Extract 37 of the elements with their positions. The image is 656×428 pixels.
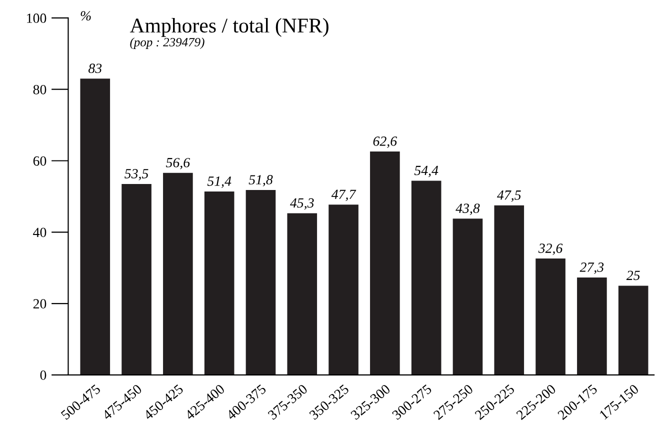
bar xyxy=(370,151,400,375)
bar xyxy=(80,78,110,375)
bar xyxy=(287,213,318,375)
bar xyxy=(536,258,566,375)
bar xyxy=(577,277,607,375)
bar xyxy=(246,190,276,375)
data-label: 47,7 xyxy=(331,190,356,202)
bar xyxy=(204,191,234,375)
bar xyxy=(411,180,442,375)
data-label: 53,5 xyxy=(124,169,148,180)
data-label: 47,5 xyxy=(497,190,521,202)
y-tick-label: 0 xyxy=(40,370,46,380)
chart-title: Amphores / total (NFR) xyxy=(130,18,328,37)
bar xyxy=(494,205,524,375)
data-label: 51,4 xyxy=(207,176,232,188)
y-tick-label: 20 xyxy=(33,299,46,308)
bar xyxy=(122,184,152,375)
y-axis-title: % xyxy=(80,11,91,21)
data-label: 83 xyxy=(88,64,102,74)
bar xyxy=(163,172,193,375)
y-tick-label: 100 xyxy=(27,14,46,23)
data-label: 51,8 xyxy=(248,175,273,186)
data-label: 62,6 xyxy=(373,136,398,148)
bar xyxy=(328,204,358,375)
data-label: 32,6 xyxy=(538,244,563,255)
data-label: 54,4 xyxy=(414,166,438,178)
data-label: 56,6 xyxy=(166,158,190,170)
data-label: 27,3 xyxy=(580,262,604,274)
data-label: 43,8 xyxy=(456,204,480,215)
y-tick-label: 60 xyxy=(33,156,46,166)
data-label: 25 xyxy=(626,270,640,280)
bar xyxy=(618,286,648,375)
y-tick-label: 40 xyxy=(33,228,46,238)
y-tick-label: 80 xyxy=(33,84,46,94)
text: (pop : 239479) xyxy=(130,38,204,49)
bar xyxy=(452,218,483,375)
data-label: 45,3 xyxy=(290,198,314,210)
